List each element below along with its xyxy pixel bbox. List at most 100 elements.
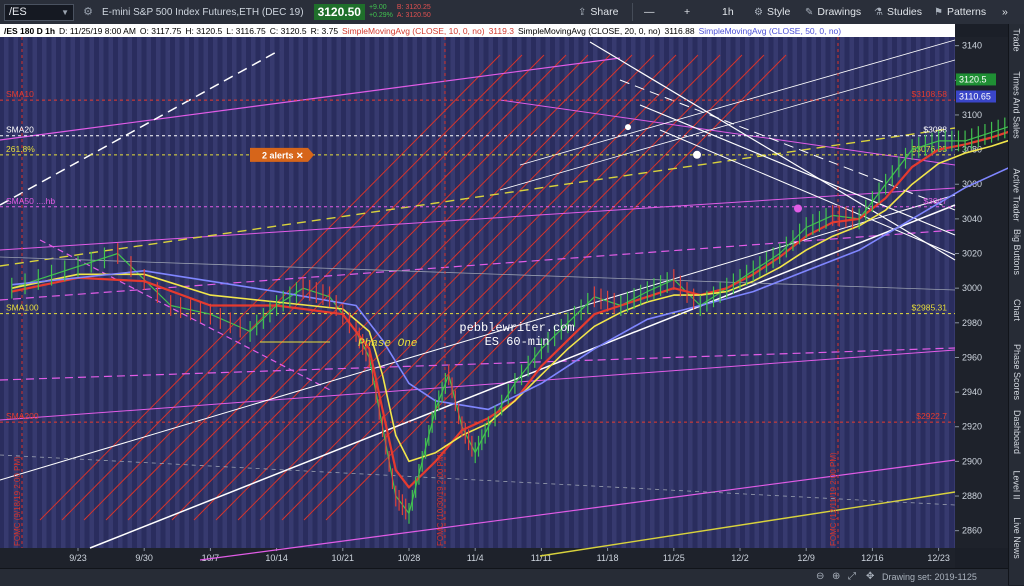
bid-value: B: 3120.25 — [396, 4, 431, 11]
side-tab-live-news[interactable]: Live News — [1009, 517, 1024, 559]
bar-date: D: 11/25/19 8:00 AM — [59, 25, 136, 36]
red-channel-line — [325, 54, 787, 521]
session-stripe — [612, 37, 617, 548]
last-price: 3120.50 — [313, 4, 365, 20]
alerts-badge — [250, 147, 314, 162]
x-tick-label: 12/23 — [927, 553, 950, 563]
red-channel-line — [171, 54, 633, 521]
level-name: 261.8% — [6, 144, 35, 154]
session-stripe — [488, 37, 493, 548]
chevron-down-icon: ▼ — [61, 7, 69, 17]
red-channel-line — [259, 54, 721, 521]
symbol-input[interactable]: /ES ▼ — [4, 3, 74, 21]
side-tab-chart[interactable]: Chart — [1009, 299, 1024, 321]
share-button[interactable]: ⇪ Share — [578, 3, 618, 21]
interval-button[interactable]: 1h — [722, 3, 734, 21]
drawings-button[interactable]: ✎ Drawings — [805, 3, 861, 21]
y-tick-label: 3080 — [962, 145, 982, 155]
session-stripe — [70, 37, 75, 548]
red-channel-line — [61, 54, 523, 521]
magenta-trendline — [199, 459, 956, 561]
side-tab-label: Live News — [1012, 517, 1023, 559]
side-tab-phase-scores[interactable]: Phase Scores — [1009, 344, 1024, 400]
side-tab-times-and-sales[interactable]: Times And Sales — [1009, 71, 1024, 138]
side-tab-trade[interactable]: Trade — [1009, 28, 1024, 52]
ask-value: A: 3120.50 — [396, 12, 431, 19]
session-stripe — [574, 37, 579, 548]
zoom-out-button[interactable]: — — [644, 3, 655, 21]
alerts-label: 2 alerts ✕ — [262, 150, 304, 160]
style-button[interactable]: ⚙ Style — [754, 3, 790, 21]
session-stripe — [802, 37, 807, 548]
bar-high: H: 3120.5 — [185, 25, 223, 36]
session-stripe — [232, 37, 237, 548]
level-value: $3108.58 — [912, 89, 948, 99]
sma20-study-label[interactable]: SimpleMovingAvg (CLOSE, 20, 0, no) — [517, 25, 661, 36]
session-stripe — [669, 37, 674, 548]
studies-button[interactable]: ⚗ Studies — [874, 3, 922, 21]
session-stripe — [89, 37, 94, 548]
session-stripe — [916, 37, 921, 548]
x-tick-label: 10/28 — [398, 553, 421, 563]
x-tick-label: 11/25 — [663, 553, 685, 563]
session-stripe — [479, 37, 484, 548]
session-stripe — [640, 37, 645, 548]
session-stripe — [773, 37, 778, 548]
level-value: $3047 — [923, 196, 947, 206]
patterns-button[interactable]: ⚑ Patterns — [934, 3, 986, 21]
x-tick-label: 9/30 — [135, 553, 153, 563]
side-tab-label: Trade — [1012, 28, 1022, 52]
white-dashed-trendline — [0, 49, 281, 206]
marker-point — [693, 150, 701, 159]
session-stripe — [564, 37, 569, 548]
sma50-study-label[interactable]: SimpleMovingAvg (CLOSE, 50, 0, no) — [698, 25, 842, 36]
x-tick-label: 11/4 — [467, 553, 484, 563]
session-stripe — [764, 37, 769, 548]
y-tick-label: 2940 — [962, 387, 982, 397]
price-chart[interactable]: 2860 2880 2900 2920 2940 2960 2980 3000 3020 3040… — [0, 24, 1008, 585]
level-name: SMA10 — [6, 89, 34, 99]
session-stripe — [403, 37, 408, 548]
session-stripe — [165, 37, 170, 548]
zoom-in-icon[interactable]: ⊕ — [832, 571, 841, 582]
side-tab-big-buttons[interactable]: Big Buttons — [1009, 229, 1024, 275]
zoom-in-button[interactable]: + — [684, 3, 690, 21]
fomc-label: FOMC (10/30/19 2:00 PM) — [436, 451, 445, 546]
sma10-study-label[interactable]: SimpleMovingAvg (CLOSE, 10, 0, no) — [342, 25, 485, 36]
session-stripe — [355, 37, 360, 548]
side-tab-dashboard[interactable]: Dashboard — [1009, 410, 1024, 454]
more-button[interactable]: » — [1002, 3, 1008, 21]
change-percent: +0.29% — [368, 12, 393, 19]
session-stripe — [270, 37, 275, 548]
session-stripe — [821, 37, 826, 548]
session-stripe — [203, 37, 208, 548]
bottom-bar: ⊖ ⊕ ⤢ ✥ Drawing set: 2019-1125 — [0, 568, 1008, 586]
pan-icon[interactable]: ✥ — [866, 571, 875, 582]
session-stripe — [80, 37, 85, 548]
level-value: $3088 — [923, 125, 947, 135]
zoom-out-icon[interactable]: ⊖ — [816, 571, 825, 582]
patterns-label: Patterns — [946, 6, 987, 18]
session-stripe — [384, 37, 389, 548]
session-stripe — [317, 37, 322, 548]
white-trendline — [0, 194, 956, 481]
fit-icon[interactable]: ⤢ — [848, 571, 856, 582]
bar-range: R: 3.75 — [310, 25, 339, 36]
drawing-set-label[interactable]: Drawing set: 2019-1125 — [882, 572, 977, 582]
side-tab-level-ii[interactable]: Level II — [1009, 470, 1024, 499]
red-channel-line — [237, 54, 699, 521]
session-stripe — [792, 37, 797, 548]
y-tick-label: 3040 — [962, 214, 982, 224]
y-tick-label: 3000 — [962, 283, 982, 293]
session-stripe — [32, 37, 37, 548]
y-tick-label: 3140 — [962, 41, 982, 51]
session-stripe — [4, 37, 9, 548]
chart-symbol-info: /ES 180 D 1h — [4, 25, 56, 36]
side-tab-active-trader[interactable]: Active Trader — [1009, 168, 1024, 221]
bar-low: L: 3116.75 — [226, 25, 266, 36]
session-stripe — [887, 37, 892, 548]
session-stripe — [251, 37, 256, 548]
settings-icon[interactable]: ⚙ — [83, 6, 93, 18]
x-tick-label: 11/18 — [597, 553, 619, 563]
session-stripe — [726, 37, 731, 548]
